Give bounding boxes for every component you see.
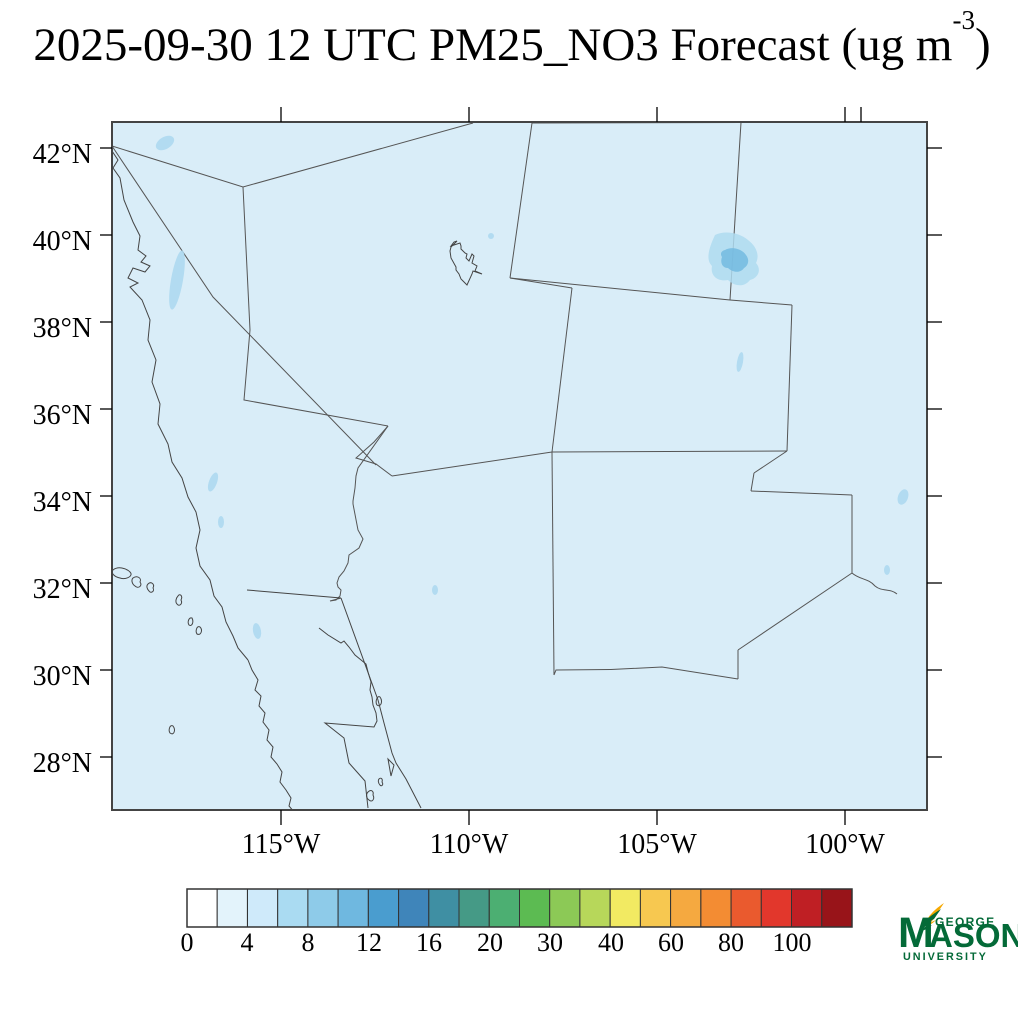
svg-text:ASON: ASON: [929, 917, 1018, 954]
svg-text:UNIVERSITY: UNIVERSITY: [903, 951, 988, 963]
